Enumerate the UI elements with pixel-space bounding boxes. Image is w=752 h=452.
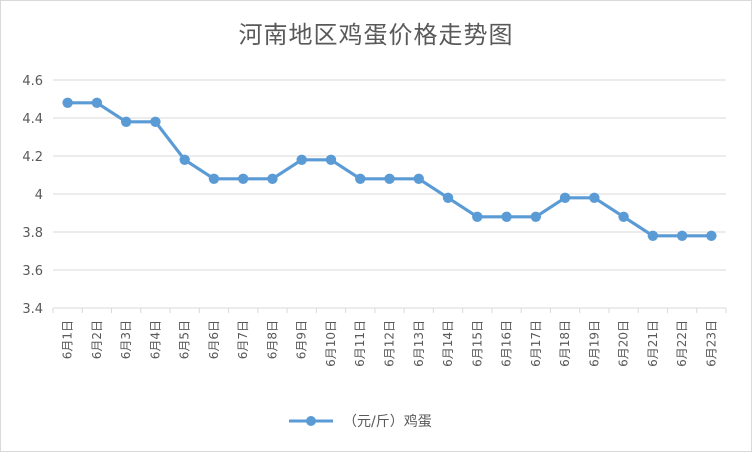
data-point	[179, 154, 190, 165]
y-tick-label: 3.8	[22, 226, 43, 241]
x-tick-label: 6月21日	[646, 320, 660, 367]
x-tick-label: 6月16日	[500, 320, 514, 367]
data-point	[237, 173, 249, 184]
y-tick-label: 3.6	[22, 264, 43, 279]
data-point	[384, 173, 395, 184]
data-point	[618, 211, 629, 222]
data-point	[208, 173, 220, 184]
x-tick-label: 6月17日	[529, 320, 543, 367]
data-point	[413, 173, 424, 184]
chart-legend: （元/斤）鸡蛋	[289, 409, 432, 433]
y-tick-label: 4.4	[22, 112, 43, 127]
x-tick-label: 6月15日	[470, 320, 484, 367]
series-line	[67, 101, 712, 238]
x-tick-label: 6月14日	[441, 320, 455, 367]
data-point	[91, 97, 103, 109]
data-point	[676, 230, 688, 241]
x-tick-label: 6月7日	[236, 320, 250, 359]
data-point	[559, 192, 571, 203]
x-tick-label: 6月19日	[587, 320, 601, 367]
x-tick-label: 6月13日	[412, 320, 426, 367]
data-point	[706, 230, 717, 241]
data-point	[296, 154, 307, 165]
data-point	[501, 211, 512, 222]
x-tick-label: 6月18日	[558, 320, 572, 367]
x-tick-label: 6月6日	[207, 320, 221, 359]
x-tick-label: 6月23日	[704, 320, 718, 367]
data-point	[530, 211, 542, 222]
x-tick-label: 6月12日	[383, 320, 397, 367]
x-tick-label: 6月22日	[675, 320, 689, 367]
data-point	[472, 211, 483, 222]
x-tick-label: 6月8日	[265, 320, 279, 359]
data-point	[150, 116, 161, 128]
x-tick-label: 6月1日	[61, 320, 75, 359]
x-tick-label: 6月10日	[324, 320, 338, 367]
data-point	[62, 97, 73, 109]
y-tick-label: 4.6	[22, 74, 43, 89]
x-tick-label: 6月20日	[617, 320, 631, 367]
x-tick-label: 6月4日	[148, 320, 162, 359]
data-point	[647, 230, 659, 241]
x-tick-label: 6月11日	[353, 320, 367, 367]
data-point	[120, 116, 132, 128]
y-tick-label: 4.2	[22, 150, 43, 165]
data-point	[325, 154, 337, 165]
x-tick-label: 6月9日	[295, 320, 309, 359]
x-tick-label: 6月5日	[178, 320, 192, 359]
x-tick-label: 6月2日	[90, 320, 104, 359]
legend-series-label: （元/斤）鸡蛋	[343, 414, 432, 430]
data-point	[267, 173, 278, 184]
data-point	[442, 192, 454, 203]
chart-title: 河南地区鸡蛋价格走势图	[238, 21, 514, 49]
y-tick-label: 3.4	[22, 302, 43, 317]
legend-line-marker-icon	[289, 416, 333, 426]
x-tick-label: 6月3日	[119, 320, 133, 359]
data-point	[589, 192, 600, 203]
data-point	[355, 173, 366, 184]
y-tick-label: 4	[35, 188, 43, 203]
